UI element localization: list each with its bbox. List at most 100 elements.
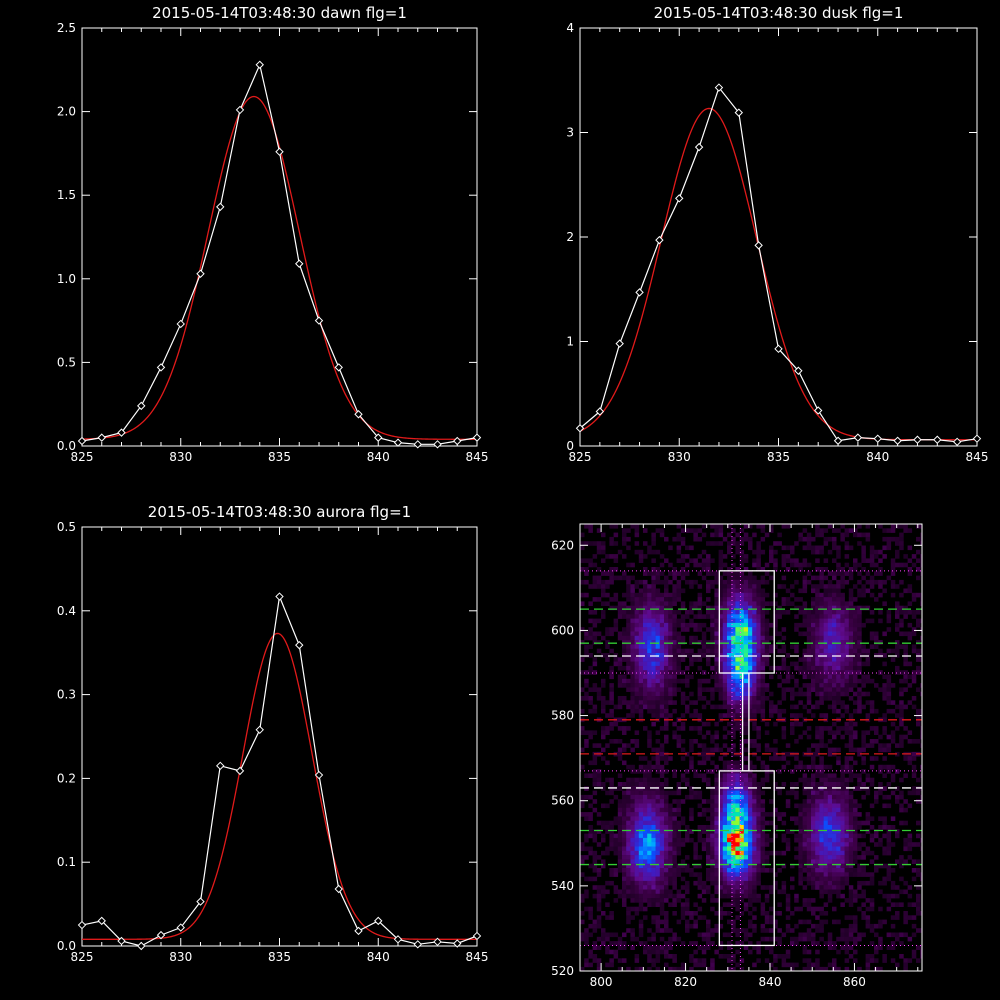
image-pixel [634, 820, 640, 826]
image-pixel [819, 880, 824, 886]
image-pixel [890, 739, 896, 744]
image-pixel [794, 833, 799, 839]
image-pixel [701, 880, 707, 886]
image-pixel [718, 756, 724, 761]
image-pixel [685, 665, 690, 671]
image-pixel [790, 601, 795, 606]
image-pixel [811, 610, 816, 615]
image-pixel [651, 747, 656, 753]
image-pixel [659, 803, 665, 809]
image-pixel [756, 949, 761, 955]
image-pixel [664, 635, 669, 641]
image-pixel [651, 958, 656, 963]
image-pixel [697, 855, 703, 860]
image-pixel [630, 687, 635, 692]
image-pixel [680, 777, 686, 783]
image-pixel [630, 683, 635, 688]
image-pixel [617, 751, 623, 757]
image-pixel [727, 541, 732, 546]
image-pixel [907, 661, 913, 667]
image-pixel [769, 665, 774, 671]
image-pixel [748, 536, 753, 542]
image-pixel [664, 674, 669, 680]
image-pixel [710, 868, 715, 873]
image-pixel [769, 889, 774, 895]
image-pixel [857, 653, 862, 658]
image-pixel [815, 622, 820, 628]
image-pixel [743, 726, 749, 731]
image-pixel [760, 812, 766, 817]
image-pixel [735, 906, 740, 912]
panel-1-xtick-label: 845 [466, 450, 489, 464]
image-pixel [756, 825, 761, 830]
image-pixel [634, 782, 640, 787]
image-pixel [580, 747, 585, 753]
image-pixel [802, 945, 808, 950]
image-pixel [601, 863, 606, 869]
image-pixel [613, 653, 619, 658]
image-pixel [756, 618, 761, 624]
image-pixel [622, 648, 627, 654]
image-pixel [806, 700, 812, 705]
image-pixel [764, 635, 770, 641]
image-pixel [638, 885, 644, 890]
image-pixel [777, 812, 782, 817]
image-pixel [714, 721, 719, 727]
image-pixel [827, 941, 833, 946]
image-pixel [609, 536, 614, 542]
image-pixel [668, 665, 673, 671]
image-pixel [819, 928, 824, 933]
image-pixel [869, 558, 875, 563]
image-pixel [722, 893, 728, 899]
image-pixel [592, 769, 598, 774]
image-pixel [651, 597, 656, 602]
image-pixel [840, 893, 845, 899]
image-pixel [659, 820, 665, 826]
image-pixel [756, 859, 761, 864]
image-pixel [647, 631, 652, 637]
image-pixel [802, 837, 808, 843]
image-pixel [760, 575, 766, 581]
image-pixel [743, 837, 749, 843]
image-pixel [790, 584, 795, 589]
image-pixel [689, 601, 694, 606]
image-pixel [836, 760, 841, 766]
image-pixel [844, 670, 850, 675]
image-pixel [651, 782, 656, 787]
image-pixel [706, 799, 711, 804]
image-pixel [672, 966, 677, 971]
image-pixel [840, 532, 845, 538]
image-pixel [899, 941, 904, 946]
image-pixel [664, 661, 669, 667]
image-pixel [676, 653, 682, 658]
image-pixel [592, 958, 598, 963]
image-pixel [626, 829, 631, 834]
image-pixel [701, 648, 707, 654]
image-pixel [823, 683, 829, 688]
image-pixel [622, 747, 627, 753]
image-pixel [832, 687, 837, 692]
image-pixel [710, 803, 715, 809]
image-pixel [827, 739, 833, 744]
image-pixel [651, 614, 656, 619]
image-pixel [752, 588, 757, 594]
image-pixel [668, 683, 673, 688]
image-pixel [815, 614, 820, 619]
image-pixel [735, 898, 740, 903]
image-pixel [756, 790, 761, 796]
image-pixel [764, 579, 770, 585]
image-pixel [622, 627, 627, 632]
image-pixel [676, 833, 682, 839]
image-pixel [617, 614, 623, 619]
image-pixel [622, 837, 627, 843]
image-pixel [777, 936, 782, 942]
image-pixel [710, 618, 715, 624]
image-pixel [659, 868, 665, 873]
image-pixel [844, 807, 850, 813]
image-pixel [911, 876, 917, 882]
image-pixel [643, 769, 648, 774]
image-pixel [853, 859, 858, 864]
image-pixel [651, 872, 656, 877]
image-pixel [882, 601, 887, 606]
image-pixel [676, 726, 682, 731]
